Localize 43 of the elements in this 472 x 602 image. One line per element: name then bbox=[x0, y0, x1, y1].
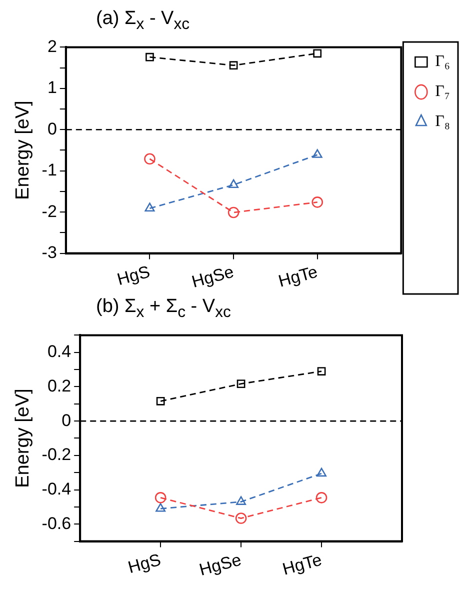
x-tick-label: HgSe bbox=[190, 262, 236, 292]
point bbox=[312, 149, 322, 158]
x-tick-label: HgSe bbox=[197, 550, 244, 580]
y-tick-label: -3 bbox=[42, 242, 57, 262]
y-axis-title: Energy [eV] bbox=[12, 388, 34, 488]
point bbox=[235, 512, 247, 524]
y-tick-label: 0.2 bbox=[47, 376, 72, 396]
x-tick-label: HgS bbox=[126, 550, 163, 578]
point bbox=[312, 196, 324, 208]
y-tick-label: 0 bbox=[47, 119, 57, 138]
point bbox=[154, 492, 166, 504]
point bbox=[229, 61, 238, 70]
point bbox=[236, 496, 246, 505]
y-tick-label: -2 bbox=[42, 202, 57, 221]
y-tick-label: 2 bbox=[47, 36, 57, 56]
point bbox=[316, 492, 328, 504]
point bbox=[228, 206, 240, 218]
y-tick-label: -1 bbox=[42, 160, 57, 180]
y-tick-label: 1 bbox=[47, 78, 57, 98]
point bbox=[317, 367, 326, 376]
point bbox=[156, 396, 165, 406]
y-tick-label: 0 bbox=[62, 410, 72, 430]
point bbox=[228, 179, 239, 188]
point bbox=[313, 49, 322, 58]
x-tick-label: HgS bbox=[115, 262, 152, 290]
chart-title: (b) Σ$_{x}$ + Σ$_{c}$ - V$_{xc}$ bbox=[96, 296, 232, 322]
point bbox=[236, 380, 246, 388]
point bbox=[316, 468, 327, 477]
x-tick-label: HgTe bbox=[280, 550, 324, 579]
point bbox=[156, 503, 166, 512]
y-tick-label: -0.6 bbox=[42, 514, 72, 533]
y-tick-label: -0.2 bbox=[42, 445, 72, 464]
chart-title: (a) Σ$_{x}$ - V$_{xc}$ bbox=[96, 8, 191, 34]
x-tick-label: HgTe bbox=[276, 262, 320, 291]
y-axis-title: Energy [eV] bbox=[12, 100, 34, 200]
legend-label: Γ₆ bbox=[435, 53, 450, 70]
legend-label: Γ₇ bbox=[435, 83, 450, 100]
legend-label: Γ₈ bbox=[435, 113, 450, 130]
point bbox=[144, 202, 155, 212]
y-tick-label: 0.4 bbox=[47, 342, 72, 362]
point bbox=[144, 153, 156, 165]
y-tick-label: -0.4 bbox=[42, 479, 72, 498]
point bbox=[146, 52, 154, 62]
